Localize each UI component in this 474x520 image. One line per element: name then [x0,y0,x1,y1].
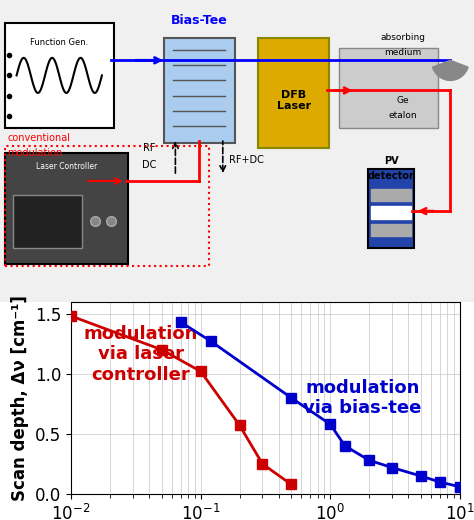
Text: PV: PV [384,156,398,166]
Y-axis label: Scan depth, Δν [cm⁻¹]: Scan depth, Δν [cm⁻¹] [11,295,29,501]
FancyBboxPatch shape [13,194,82,248]
Text: RF: RF [143,143,155,153]
Text: detector: detector [368,171,414,181]
FancyBboxPatch shape [368,170,414,248]
Text: Ge: Ge [397,96,409,105]
Bar [371,206,411,218]
FancyBboxPatch shape [5,22,114,128]
Text: DC: DC [142,160,156,171]
Text: absorbing: absorbing [381,33,425,42]
Bar [371,224,411,236]
Text: DFB
Laser: DFB Laser [277,90,311,111]
FancyBboxPatch shape [5,153,128,264]
FancyBboxPatch shape [258,38,329,148]
Bar [371,188,411,201]
FancyBboxPatch shape [164,38,235,143]
Text: RF+DC: RF+DC [229,155,264,165]
Text: Bias-Tee: Bias-Tee [171,14,228,27]
FancyBboxPatch shape [339,48,438,128]
Text: conventional: conventional [7,133,70,143]
Text: Function Gen.: Function Gen. [30,38,88,47]
Wedge shape [432,60,468,81]
Text: modulation
via bias-tee: modulation via bias-tee [303,379,422,418]
Text: modulation: modulation [7,148,63,158]
Text: Laser Controller: Laser Controller [36,162,97,172]
Text: etalon: etalon [389,111,417,120]
Bar [5,146,209,266]
Text: modulation
via laser
controller: modulation via laser controller [84,324,198,384]
Text: medium: medium [384,48,421,57]
